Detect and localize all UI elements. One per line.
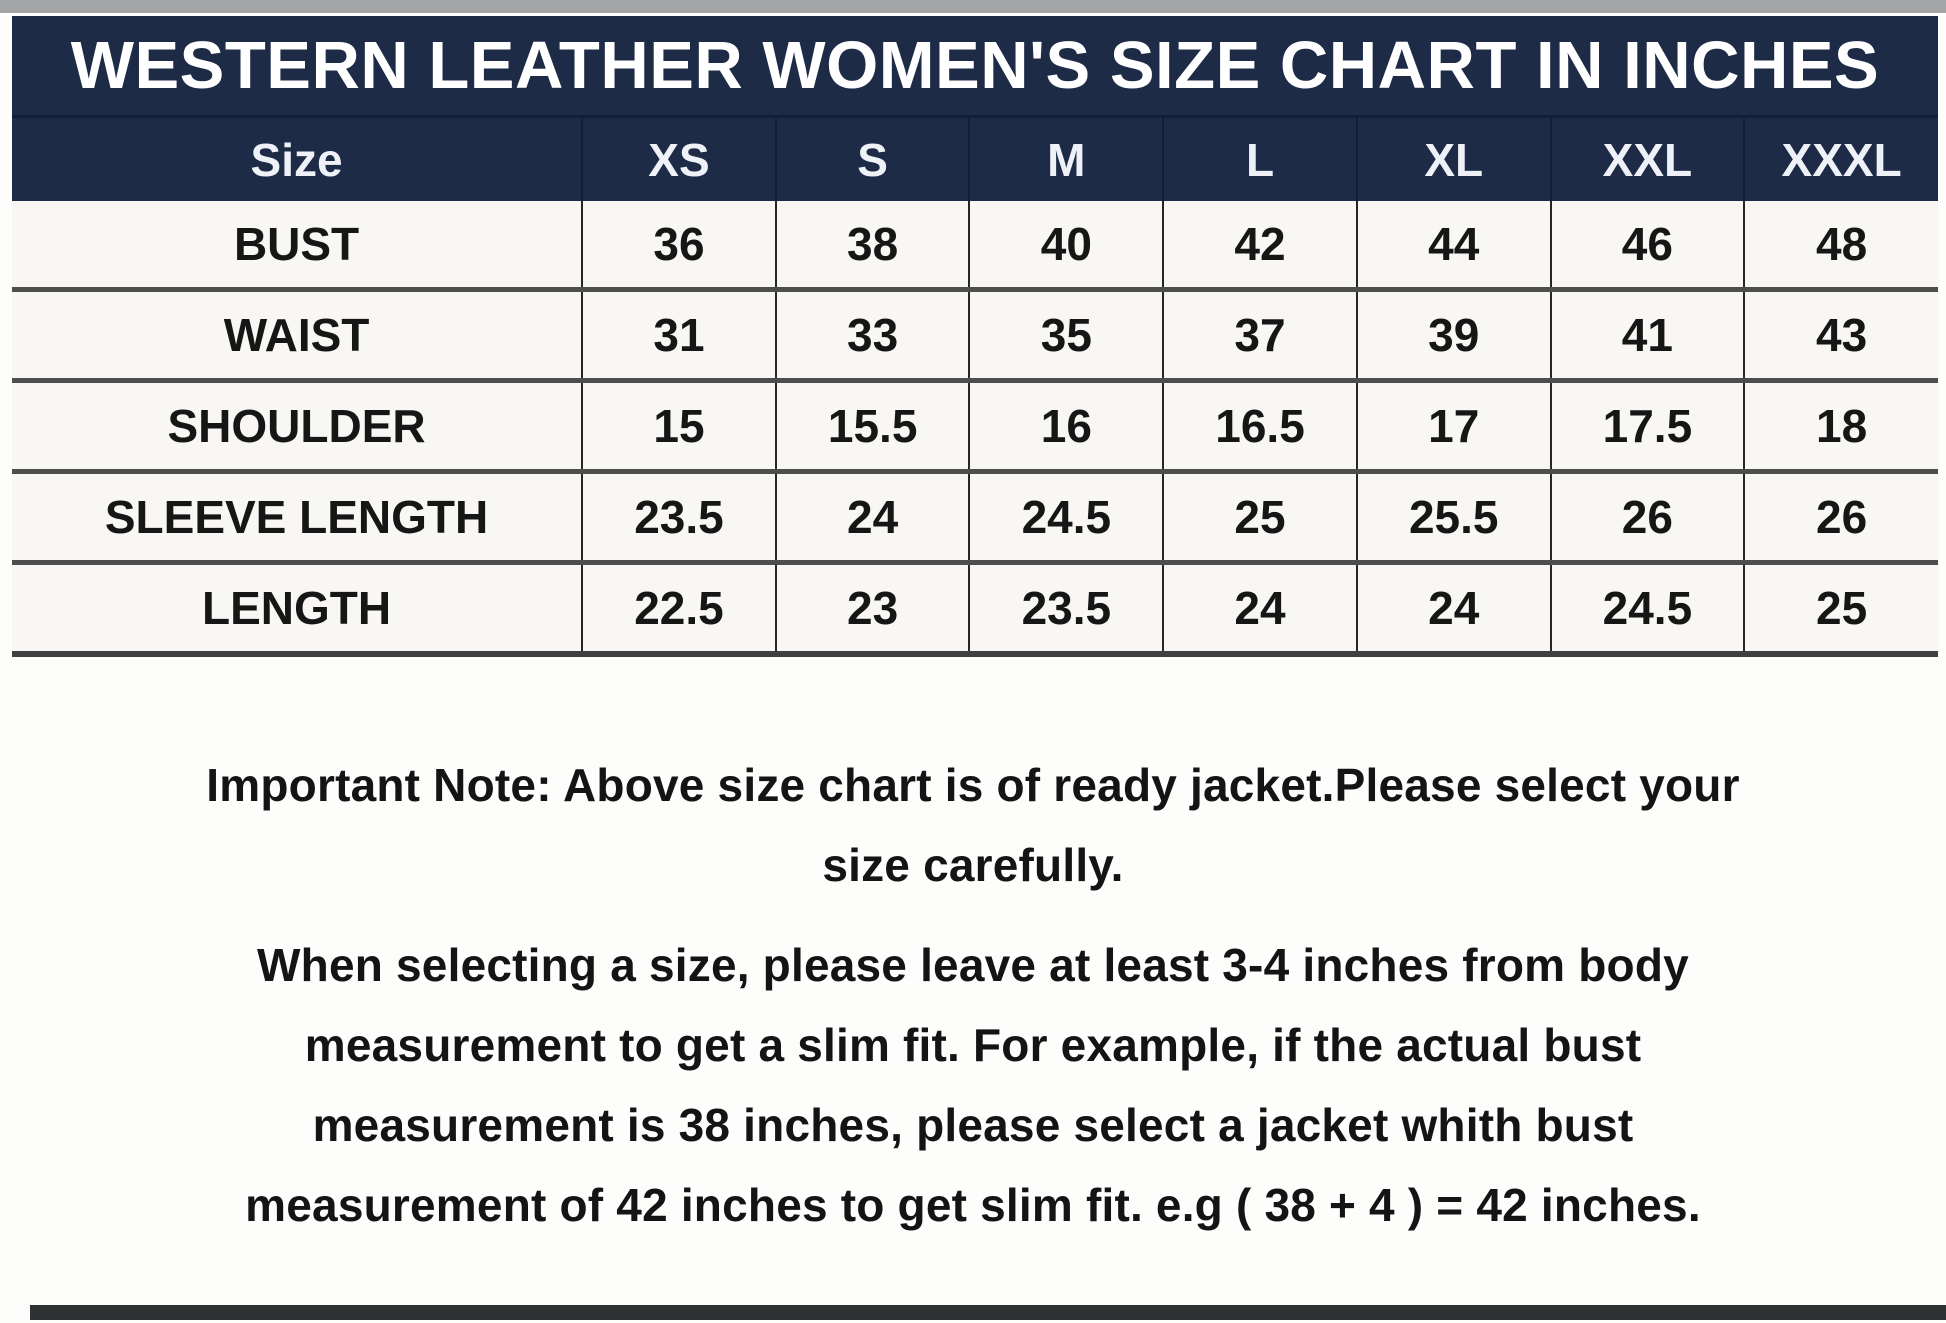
column-header-s: S xyxy=(774,115,970,201)
size-table: WESTERN LEATHER WOMEN'S SIZE CHART IN IN… xyxy=(12,16,1938,657)
column-header-xs: XS xyxy=(581,115,776,201)
value-cell: 15.5 xyxy=(774,378,970,472)
important-note-paragraph: Important Note: Above size chart is of r… xyxy=(0,745,1946,905)
value-cell: 26 xyxy=(1549,469,1745,563)
row-label: SHOULDER xyxy=(12,378,583,472)
table-row-shoulder: SHOULDER 15 15.5 16 16.5 17 17.5 18 xyxy=(12,378,1938,472)
value-cell: 24 xyxy=(1355,560,1551,657)
column-header-l: L xyxy=(1162,115,1357,201)
row-label: SLEEVE LENGTH xyxy=(12,469,583,563)
size-table-wrap: WESTERN LEATHER WOMEN'S SIZE CHART IN IN… xyxy=(12,16,1938,657)
column-header-xxxl: XXXL xyxy=(1743,115,1938,201)
table-row-waist: WAIST 31 33 35 37 39 41 43 xyxy=(12,287,1938,381)
value-cell: 43 xyxy=(1743,287,1938,381)
table-row-sleeve-length: SLEEVE LENGTH 23.5 24 24.5 25 25.5 26 26 xyxy=(12,469,1938,563)
value-cell: 46 xyxy=(1549,201,1745,290)
column-header-size: Size xyxy=(12,115,583,201)
value-cell: 31 xyxy=(581,287,776,381)
title-row: WESTERN LEATHER WOMEN'S SIZE CHART IN IN… xyxy=(12,16,1938,117)
value-cell: 48 xyxy=(1743,201,1938,290)
value-cell: 24 xyxy=(774,469,970,563)
value-cell: 22.5 xyxy=(581,560,776,657)
top-strip xyxy=(0,0,1946,13)
value-cell: 16 xyxy=(968,378,1164,472)
value-cell: 23 xyxy=(774,560,970,657)
row-label: WAIST xyxy=(12,287,583,381)
note-line: measurement to get a slim fit. For examp… xyxy=(304,1019,1642,1071)
value-cell: 23.5 xyxy=(581,469,776,563)
value-cell: 25 xyxy=(1743,560,1938,657)
value-cell: 44 xyxy=(1355,201,1551,290)
value-cell: 42 xyxy=(1162,201,1357,290)
note-line: size carefully. xyxy=(822,839,1124,891)
value-cell: 17 xyxy=(1355,378,1551,472)
value-cell: 18 xyxy=(1743,378,1938,472)
value-cell: 33 xyxy=(774,287,970,381)
value-cell: 26 xyxy=(1743,469,1938,563)
row-label: LENGTH xyxy=(12,560,583,657)
value-cell: 17.5 xyxy=(1549,378,1745,472)
value-cell: 41 xyxy=(1549,287,1745,381)
note-line: measurement of 42 inches to get slim fit… xyxy=(245,1179,1701,1231)
column-header-xl: XL xyxy=(1355,115,1551,201)
row-label: BUST xyxy=(12,201,583,290)
note-line: measurement is 38 inches, please select … xyxy=(312,1099,1634,1151)
note-line: Important Note: Above size chart is of r… xyxy=(206,759,1740,811)
value-cell: 37 xyxy=(1162,287,1357,381)
value-cell: 15 xyxy=(581,378,776,472)
note-line: When selecting a size, please leave at l… xyxy=(257,939,1689,991)
value-cell: 40 xyxy=(968,201,1164,290)
value-cell: 38 xyxy=(774,201,970,290)
value-cell: 24 xyxy=(1162,560,1357,657)
sizing-advice-paragraph: When selecting a size, please leave at l… xyxy=(0,925,1946,1245)
value-cell: 24.5 xyxy=(968,469,1164,563)
bottom-strip xyxy=(30,1305,1946,1320)
table-row-length: LENGTH 22.5 23 23.5 24 24 24.5 25 xyxy=(12,560,1938,657)
value-cell: 35 xyxy=(968,287,1164,381)
value-cell: 24.5 xyxy=(1549,560,1745,657)
table-row-bust: BUST 36 38 40 42 44 46 48 xyxy=(12,201,1938,290)
value-cell: 25 xyxy=(1162,469,1357,563)
value-cell: 23.5 xyxy=(968,560,1164,657)
notes-section: Important Note: Above size chart is of r… xyxy=(0,657,1946,1305)
column-header-m: M xyxy=(968,115,1164,201)
value-cell: 25.5 xyxy=(1355,469,1551,563)
value-cell: 39 xyxy=(1355,287,1551,381)
header-row: Size XS S M L XL XXL XXXL xyxy=(12,115,1938,201)
value-cell: 16.5 xyxy=(1162,378,1357,472)
column-header-xxl: XXL xyxy=(1549,115,1745,201)
value-cell: 36 xyxy=(581,201,776,290)
chart-title: WESTERN LEATHER WOMEN'S SIZE CHART IN IN… xyxy=(12,16,1938,117)
